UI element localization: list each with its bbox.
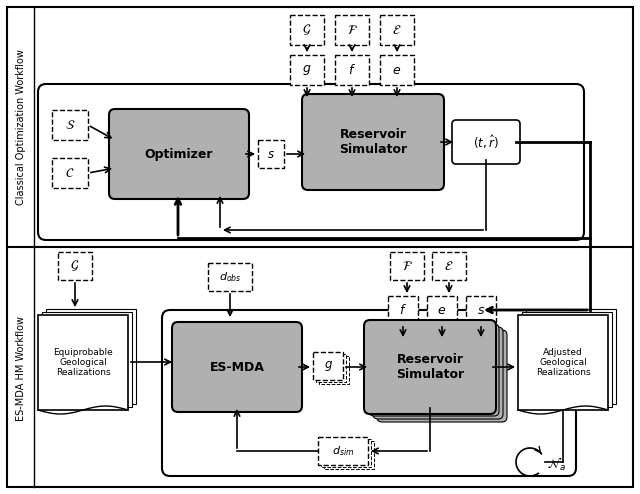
FancyBboxPatch shape bbox=[324, 441, 374, 469]
FancyBboxPatch shape bbox=[452, 120, 520, 164]
Text: $\mathcal{N}_a$: $\mathcal{N}_a$ bbox=[547, 455, 566, 473]
FancyBboxPatch shape bbox=[377, 330, 507, 422]
FancyBboxPatch shape bbox=[172, 322, 302, 412]
Text: $\mathcal{F}$: $\mathcal{F}$ bbox=[401, 259, 412, 273]
Text: $s$: $s$ bbox=[267, 148, 275, 161]
Text: $d_{sim}$: $d_{sim}$ bbox=[332, 444, 354, 458]
FancyBboxPatch shape bbox=[321, 439, 371, 467]
FancyBboxPatch shape bbox=[290, 15, 324, 45]
Text: $\mathcal{C}$: $\mathcal{C}$ bbox=[65, 166, 75, 179]
Bar bbox=[526, 309, 616, 404]
FancyBboxPatch shape bbox=[52, 110, 88, 140]
FancyBboxPatch shape bbox=[290, 55, 324, 85]
Text: $\mathcal{G}$: $\mathcal{G}$ bbox=[302, 23, 312, 37]
Text: Classical Optimization Workflow: Classical Optimization Workflow bbox=[16, 49, 26, 205]
FancyBboxPatch shape bbox=[388, 296, 418, 324]
Text: $f$: $f$ bbox=[399, 303, 407, 317]
Bar bbox=[38, 315, 128, 410]
FancyBboxPatch shape bbox=[369, 324, 499, 416]
Bar bbox=[518, 315, 608, 410]
FancyBboxPatch shape bbox=[427, 296, 457, 324]
FancyBboxPatch shape bbox=[373, 327, 503, 419]
FancyBboxPatch shape bbox=[432, 252, 466, 280]
Text: Optimizer: Optimizer bbox=[145, 148, 213, 161]
Text: $f$: $f$ bbox=[348, 63, 356, 77]
FancyBboxPatch shape bbox=[316, 354, 346, 382]
FancyBboxPatch shape bbox=[302, 94, 444, 190]
FancyBboxPatch shape bbox=[380, 55, 414, 85]
FancyBboxPatch shape bbox=[318, 437, 368, 465]
FancyBboxPatch shape bbox=[162, 310, 576, 476]
Text: $\mathcal{E}$: $\mathcal{E}$ bbox=[392, 24, 402, 37]
FancyBboxPatch shape bbox=[58, 252, 92, 280]
FancyBboxPatch shape bbox=[109, 109, 249, 199]
FancyBboxPatch shape bbox=[208, 263, 252, 291]
Text: $(t,\hat{r})$: $(t,\hat{r})$ bbox=[473, 133, 499, 151]
FancyBboxPatch shape bbox=[335, 55, 369, 85]
FancyBboxPatch shape bbox=[313, 352, 343, 380]
Text: $e$: $e$ bbox=[437, 303, 447, 317]
Text: ES-MDA HM Workflow: ES-MDA HM Workflow bbox=[16, 316, 26, 420]
FancyBboxPatch shape bbox=[390, 252, 424, 280]
FancyBboxPatch shape bbox=[380, 15, 414, 45]
Text: $e$: $e$ bbox=[392, 64, 401, 77]
Bar bbox=[522, 312, 612, 407]
Text: ES-MDA: ES-MDA bbox=[209, 361, 264, 373]
Text: $g$: $g$ bbox=[323, 359, 333, 373]
Text: $\mathcal{E}$: $\mathcal{E}$ bbox=[444, 259, 454, 273]
FancyBboxPatch shape bbox=[319, 356, 349, 384]
Text: $\mathcal{S}$: $\mathcal{S}$ bbox=[65, 119, 76, 131]
FancyBboxPatch shape bbox=[335, 15, 369, 45]
FancyBboxPatch shape bbox=[52, 158, 88, 188]
FancyBboxPatch shape bbox=[38, 84, 584, 240]
Text: Reservoir
Simulator: Reservoir Simulator bbox=[339, 128, 407, 156]
Text: Reservoir
Simulator: Reservoir Simulator bbox=[396, 353, 464, 381]
Text: $\mathcal{G}$: $\mathcal{G}$ bbox=[70, 259, 79, 273]
FancyBboxPatch shape bbox=[258, 140, 284, 168]
Text: $s$: $s$ bbox=[477, 303, 485, 317]
Text: $g$: $g$ bbox=[302, 63, 312, 77]
Text: Adjusted
Geological
Realizations: Adjusted Geological Realizations bbox=[536, 348, 590, 377]
Text: Equiprobable
Geological
Realizations: Equiprobable Geological Realizations bbox=[53, 348, 113, 377]
Text: $\mathcal{F}$: $\mathcal{F}$ bbox=[347, 24, 357, 37]
FancyBboxPatch shape bbox=[466, 296, 496, 324]
Bar bbox=[46, 309, 136, 404]
Bar bbox=[42, 312, 132, 407]
Text: $d_{obs}$: $d_{obs}$ bbox=[219, 270, 241, 284]
FancyBboxPatch shape bbox=[364, 320, 496, 414]
